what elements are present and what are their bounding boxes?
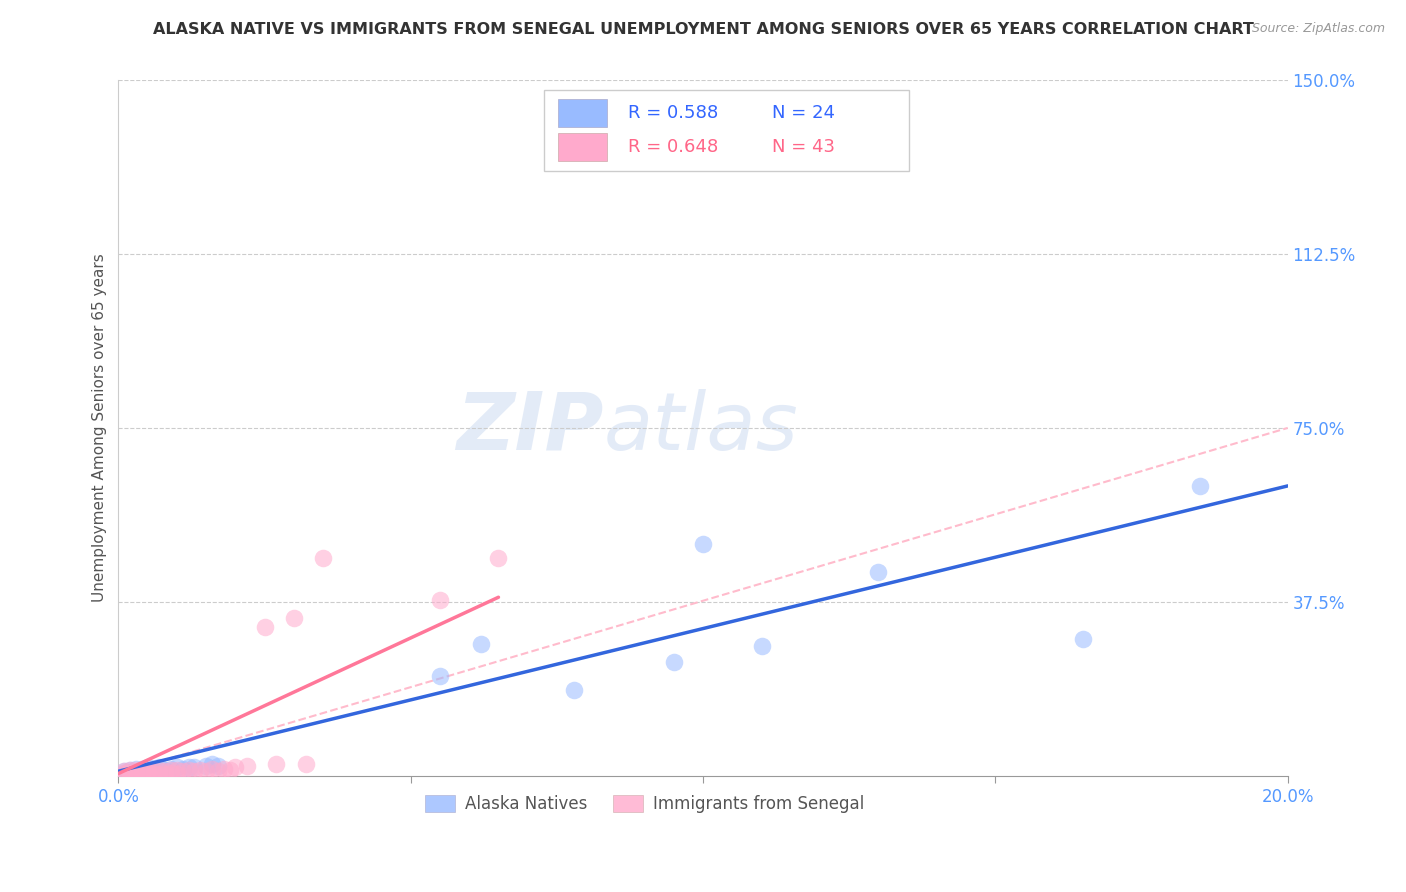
Point xyxy=(125,762,148,776)
Point xyxy=(125,765,148,780)
Text: atlas: atlas xyxy=(603,389,799,467)
Point xyxy=(177,763,200,777)
Point xyxy=(294,757,316,772)
Point xyxy=(429,592,451,607)
Point xyxy=(131,765,153,780)
Point xyxy=(125,764,148,778)
Point xyxy=(207,758,229,772)
Point xyxy=(131,767,153,781)
Point xyxy=(692,537,714,551)
Point xyxy=(131,762,153,776)
Point xyxy=(136,765,159,780)
Point xyxy=(662,655,685,669)
Point xyxy=(183,760,205,774)
Point xyxy=(172,764,194,779)
Legend: Alaska Natives, Immigrants from Senegal: Alaska Natives, Immigrants from Senegal xyxy=(419,789,870,820)
Point xyxy=(429,669,451,683)
Text: ZIP: ZIP xyxy=(457,389,603,467)
Point xyxy=(112,764,135,779)
Point xyxy=(1189,479,1212,493)
Point xyxy=(142,762,165,776)
Point xyxy=(166,764,188,778)
Point xyxy=(125,767,148,781)
Point xyxy=(207,764,229,779)
Point xyxy=(183,764,205,779)
Point xyxy=(120,767,142,781)
Point xyxy=(212,762,235,776)
Point xyxy=(131,764,153,778)
Y-axis label: Unemployment Among Seniors over 65 years: Unemployment Among Seniors over 65 years xyxy=(93,253,107,602)
Point xyxy=(253,620,276,634)
Point xyxy=(564,683,586,698)
Point xyxy=(266,757,288,772)
Point xyxy=(201,762,224,776)
Text: ALASKA NATIVE VS IMMIGRANTS FROM SENEGAL UNEMPLOYMENT AMONG SENIORS OVER 65 YEAR: ALASKA NATIVE VS IMMIGRANTS FROM SENEGAL… xyxy=(153,22,1253,37)
Point xyxy=(166,760,188,774)
Point xyxy=(155,764,177,778)
Point xyxy=(155,766,177,780)
Point xyxy=(160,762,183,776)
Point xyxy=(1071,632,1094,646)
Point xyxy=(136,763,159,777)
Point xyxy=(160,765,183,780)
Point xyxy=(120,765,142,780)
Point xyxy=(218,764,240,778)
Point xyxy=(155,764,177,779)
Point xyxy=(283,611,305,625)
Point xyxy=(195,758,218,772)
Point xyxy=(120,767,142,781)
Point xyxy=(488,550,510,565)
Point xyxy=(112,766,135,780)
Point xyxy=(201,757,224,772)
Point xyxy=(112,767,135,781)
Point xyxy=(195,764,218,779)
Point xyxy=(142,766,165,780)
Point xyxy=(112,766,135,780)
Point xyxy=(470,637,492,651)
Point xyxy=(125,767,148,781)
Point xyxy=(148,766,170,780)
Point xyxy=(142,765,165,780)
Point xyxy=(148,766,170,780)
Point xyxy=(160,763,183,777)
Point xyxy=(136,767,159,781)
Point xyxy=(188,763,211,777)
Point xyxy=(136,766,159,780)
Point xyxy=(112,764,135,779)
Point xyxy=(131,765,153,780)
Point xyxy=(125,765,148,780)
Point xyxy=(236,758,259,772)
Point xyxy=(120,764,142,778)
Point xyxy=(166,766,188,780)
Point xyxy=(177,759,200,773)
Point xyxy=(148,764,170,778)
Point xyxy=(120,765,142,780)
Point xyxy=(120,764,142,778)
Point xyxy=(751,639,773,653)
Point xyxy=(868,565,890,579)
Point xyxy=(142,764,165,779)
Point xyxy=(131,767,153,781)
Text: Source: ZipAtlas.com: Source: ZipAtlas.com xyxy=(1251,22,1385,36)
Point xyxy=(136,760,159,774)
Point xyxy=(148,760,170,774)
Point xyxy=(312,550,335,565)
Point xyxy=(112,767,135,781)
Point xyxy=(172,762,194,776)
Point xyxy=(136,764,159,779)
Point xyxy=(224,760,246,774)
